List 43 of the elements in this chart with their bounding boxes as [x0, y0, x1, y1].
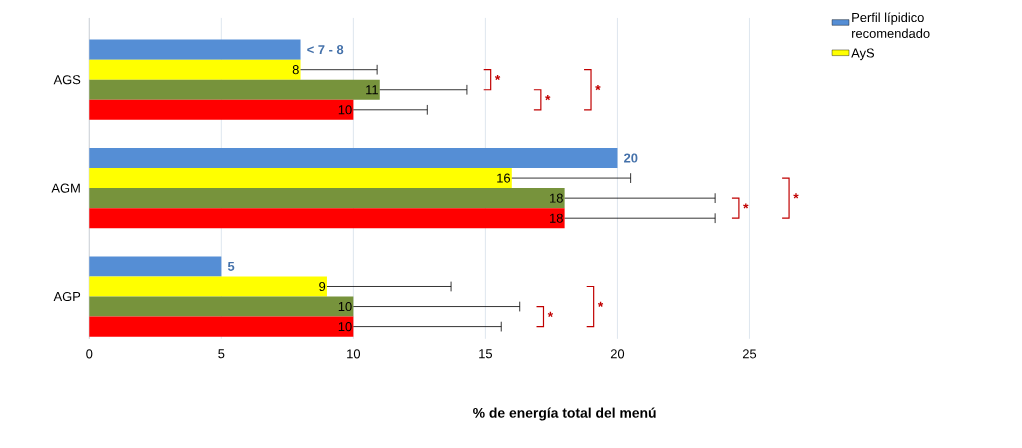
x-tick-label: 0 — [86, 349, 93, 359]
bar — [89, 187, 565, 208]
data-label: 8 — [292, 64, 299, 75]
legend-label: AyS — [851, 48, 875, 60]
bar — [89, 296, 354, 317]
annotation: * — [545, 94, 551, 100]
bar — [89, 207, 565, 229]
bar — [89, 316, 354, 337]
bar — [89, 276, 327, 297]
x-tick-label: 5 — [218, 349, 225, 359]
x-tick-label: 25 — [742, 349, 757, 359]
y-tick-label: AGS — [53, 74, 81, 85]
data-label: 18 — [550, 193, 563, 203]
data-label: 20 — [624, 153, 638, 163]
data-label: 18 — [550, 213, 563, 223]
data-label: < 7 - 8 — [307, 44, 344, 54]
x-tick-label: 20 — [610, 349, 625, 359]
legend-label: Perfil lípidico recomendado — [852, 12, 930, 38]
bar — [89, 99, 354, 120]
data-label: 9 — [319, 281, 326, 291]
data-label: 5 — [227, 261, 235, 271]
data-label: 10 — [338, 105, 352, 115]
x-axis-title: % de energía total del menú — [473, 407, 656, 421]
bar — [89, 167, 512, 188]
bar — [89, 256, 222, 277]
x-tick-label: 15 — [479, 349, 493, 359]
annotation: * — [595, 84, 601, 90]
data-label: 10 — [338, 301, 352, 311]
bar — [89, 147, 618, 168]
annotation: * — [597, 301, 604, 307]
bar — [89, 59, 301, 80]
data-label: 16 — [497, 173, 511, 183]
annotation: * — [547, 311, 554, 317]
data-label: 11 — [366, 85, 378, 94]
bar — [89, 39, 301, 60]
y-tick-label: AGP — [53, 291, 81, 301]
bar — [89, 79, 380, 100]
x-tick-label: 10 — [347, 349, 361, 359]
y-tick-label: AGM — [51, 183, 80, 193]
annotation: * — [494, 74, 501, 80]
text: * — [793, 193, 799, 199]
data-label: 10 — [338, 321, 352, 331]
annotation: * — [743, 203, 749, 209]
